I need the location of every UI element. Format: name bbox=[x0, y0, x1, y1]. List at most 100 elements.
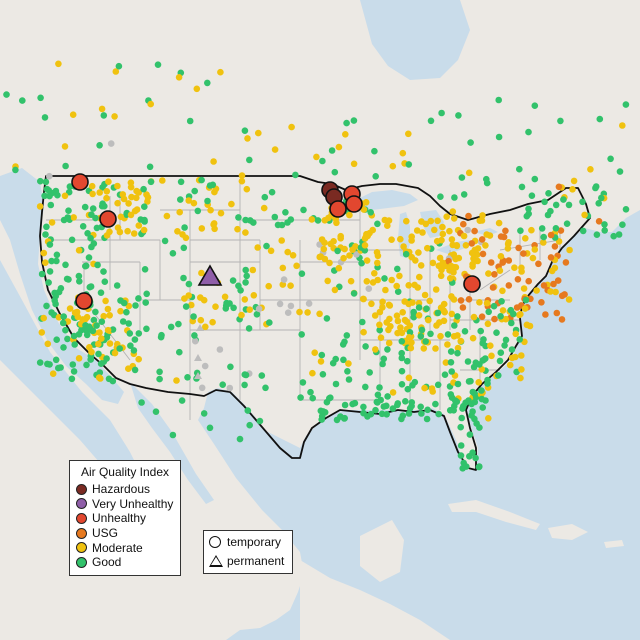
legend-item-good: Good bbox=[70, 555, 180, 570]
monitor-dot-good bbox=[95, 350, 102, 358]
monitor-dot-moderate bbox=[371, 270, 378, 277]
monitor-dot-good bbox=[405, 410, 413, 417]
monitor-dot-good bbox=[458, 174, 466, 181]
monitor-dot-nodata bbox=[192, 337, 199, 345]
large-marker-very-unhealthy bbox=[197, 264, 223, 286]
monitor-dot-moderate bbox=[440, 307, 448, 315]
large-marker-unhealthy bbox=[463, 275, 481, 293]
monitor-dot-usg bbox=[558, 316, 566, 323]
monitor-dot-good bbox=[36, 359, 44, 366]
monitor-dot-moderate bbox=[234, 225, 241, 233]
monitor-dot-good bbox=[46, 268, 54, 275]
monitor-dot-good bbox=[175, 320, 182, 328]
monitor-dot-moderate bbox=[511, 264, 518, 272]
monitor-dot-moderate bbox=[517, 374, 524, 382]
monitor-dot-moderate bbox=[267, 247, 275, 255]
monitor-dot-moderate bbox=[484, 320, 492, 328]
monitor-dot-moderate bbox=[399, 309, 407, 316]
monitor-dot-moderate bbox=[271, 146, 279, 153]
monitor-dot-moderate bbox=[117, 213, 125, 221]
monitor-dot-good bbox=[454, 313, 461, 320]
monitor-dot-moderate bbox=[105, 178, 112, 185]
monitor-dot-good bbox=[610, 232, 617, 240]
monitor-dot-good bbox=[229, 277, 237, 284]
monitor-dot-good bbox=[376, 326, 384, 334]
monitor-dot-moderate bbox=[260, 204, 268, 212]
monitor-dot-moderate bbox=[470, 313, 478, 321]
monitor-dot-good bbox=[381, 275, 388, 282]
monitor-dot-good bbox=[167, 323, 175, 331]
monitor-dot-moderate bbox=[331, 286, 339, 294]
monitor-dot-moderate bbox=[460, 232, 468, 240]
monitor-dot-good bbox=[525, 128, 532, 136]
monitor-dot-good bbox=[328, 147, 336, 154]
monitor-dot-good bbox=[90, 316, 98, 324]
monitor-dot-good bbox=[508, 346, 516, 353]
monitor-dot-good bbox=[615, 231, 623, 238]
monitor-dot-moderate bbox=[405, 282, 413, 289]
monitor-dot-moderate bbox=[420, 345, 428, 352]
monitor-dot-good bbox=[367, 410, 375, 418]
monitor-dot-good bbox=[127, 342, 134, 350]
monitor-dot-good bbox=[64, 335, 71, 343]
monitor-dot-moderate bbox=[176, 208, 183, 216]
permanent-monitor-marker bbox=[196, 324, 204, 331]
monitor-dot-moderate bbox=[385, 339, 393, 347]
monitor-dot-good bbox=[441, 371, 449, 379]
monitor-dot-moderate bbox=[517, 310, 524, 318]
monitor-dot-moderate bbox=[389, 162, 397, 170]
monitor-dot-good bbox=[97, 289, 105, 297]
monitor-dot-good bbox=[402, 398, 409, 405]
monitor-dot-moderate bbox=[486, 232, 494, 239]
monitor-dot-good bbox=[140, 185, 147, 193]
monitor-dot-good bbox=[331, 168, 339, 176]
large-markers bbox=[71, 173, 481, 310]
monitor-dot-good bbox=[123, 308, 130, 316]
circle-icon bbox=[209, 535, 221, 548]
monitor-dot-good bbox=[525, 205, 532, 213]
monitor-dot-good bbox=[471, 398, 479, 406]
monitor-dot-moderate bbox=[386, 302, 394, 309]
monitor-dot-moderate bbox=[522, 235, 529, 242]
atlantic-ocean bbox=[480, 224, 640, 640]
monitor-dot-good bbox=[434, 381, 442, 389]
monitor-dot-moderate bbox=[565, 296, 573, 303]
monitor-dot-moderate bbox=[349, 246, 356, 253]
monitor-dot-good bbox=[182, 303, 190, 310]
monitor-dot-moderate bbox=[95, 340, 102, 348]
legend-label: Very Unhealthy bbox=[92, 496, 174, 511]
monitor-dot-usg bbox=[478, 313, 486, 321]
monitor-dot-good bbox=[309, 394, 317, 402]
monitor-dot-good bbox=[380, 355, 388, 363]
monitor-dot-moderate bbox=[431, 226, 438, 234]
monitor-dot-good bbox=[82, 322, 89, 329]
monitor-dot-moderate bbox=[443, 213, 451, 220]
monitor-dot-moderate bbox=[228, 200, 235, 208]
monitor-dot-good bbox=[411, 378, 419, 386]
legend-item-temporary: temporary bbox=[204, 533, 292, 550]
monitor-dot-good bbox=[156, 368, 163, 376]
monitor-dot-good bbox=[349, 400, 356, 408]
monitor-dot-moderate bbox=[333, 219, 340, 227]
monitor-dot-usg bbox=[520, 250, 527, 257]
monitor-dot-moderate bbox=[377, 334, 385, 342]
monitor-dot-moderate bbox=[40, 314, 47, 322]
monitor-dot-good bbox=[242, 371, 250, 379]
monitor-dot-good bbox=[60, 313, 67, 320]
monitor-dot-usg bbox=[554, 277, 562, 284]
monitor-dot-good bbox=[455, 112, 462, 119]
legend-item-moderate: Moderate bbox=[70, 540, 180, 555]
permanent-monitor-marker bbox=[194, 354, 202, 361]
monitor-dot-moderate bbox=[246, 306, 253, 314]
monitor-dot-good bbox=[253, 311, 261, 318]
monitor-dot-moderate bbox=[425, 316, 432, 324]
monitor-dot-good bbox=[394, 265, 401, 273]
monitor-dot-nodata bbox=[46, 172, 53, 180]
monitor-dot-moderate bbox=[407, 344, 415, 352]
monitor-dot-moderate bbox=[127, 211, 135, 219]
monitor-dot-moderate bbox=[89, 190, 96, 198]
monitor-dot-moderate bbox=[437, 272, 445, 280]
monitor-dot-moderate bbox=[244, 135, 251, 142]
monitor-dot-moderate bbox=[376, 321, 383, 329]
legend-item-unhealthy: Unhealthy bbox=[70, 511, 180, 526]
